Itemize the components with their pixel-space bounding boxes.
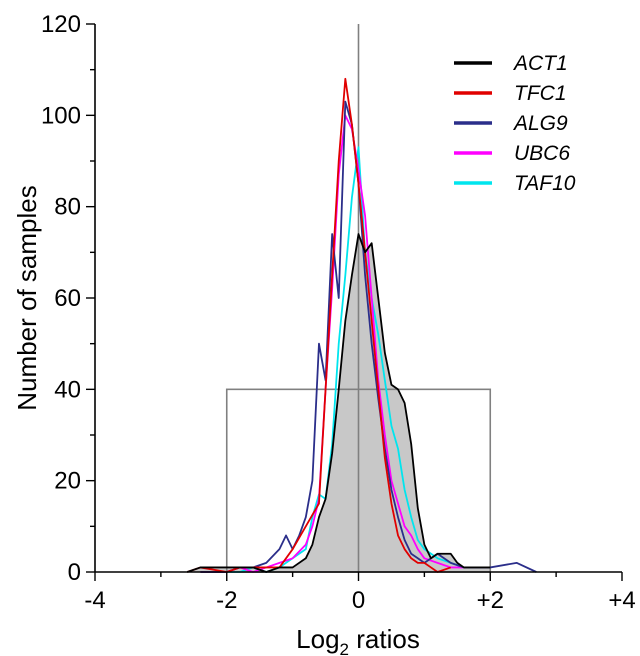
y-tick-label: 80 bbox=[54, 194, 81, 221]
series-line-taf10 bbox=[226, 146, 465, 573]
plot-area bbox=[186, 24, 537, 573]
y-tick-label: 40 bbox=[54, 376, 81, 403]
x-tick-label: +4 bbox=[608, 587, 635, 614]
x-axis-title-subscript: 2 bbox=[340, 640, 349, 656]
legend-label-alg9: ALG9 bbox=[512, 112, 568, 135]
series-line-tfc1 bbox=[186, 77, 452, 573]
y-tick-label: 60 bbox=[54, 285, 81, 312]
x-tick-label: 0 bbox=[352, 587, 365, 614]
x-tick-label: -2 bbox=[216, 587, 237, 614]
x-axis-title-main: Log bbox=[296, 624, 339, 654]
y-tick-label: 0 bbox=[68, 559, 81, 586]
x-axis-title: Log2 ratios bbox=[296, 624, 420, 656]
y-tick-label: 120 bbox=[41, 11, 81, 38]
x-tick-label: +2 bbox=[477, 587, 504, 614]
axes: -4 -2 0 +2 +4 0 20 40 60 80 100 120 bbox=[41, 11, 636, 614]
y-tick-label: 20 bbox=[54, 468, 81, 495]
act1-filled-area bbox=[187, 234, 491, 573]
legend-label-taf10: TAF10 bbox=[514, 172, 576, 195]
series-line-act1 bbox=[186, 233, 491, 573]
x-tick-label: -4 bbox=[84, 587, 105, 614]
y-axis-title: Number of samples bbox=[12, 185, 42, 410]
legend-label-ubc6: UBC6 bbox=[514, 142, 570, 165]
legend-label-act1: ACT1 bbox=[512, 52, 568, 75]
x-axis-title-suffix: ratios bbox=[349, 624, 420, 654]
legend-label-tfc1: TFC1 bbox=[514, 82, 567, 105]
y-tick-label: 100 bbox=[41, 102, 81, 129]
legend: ACT1 TFC1 ALG9 UBC6 TAF10 bbox=[454, 52, 576, 195]
